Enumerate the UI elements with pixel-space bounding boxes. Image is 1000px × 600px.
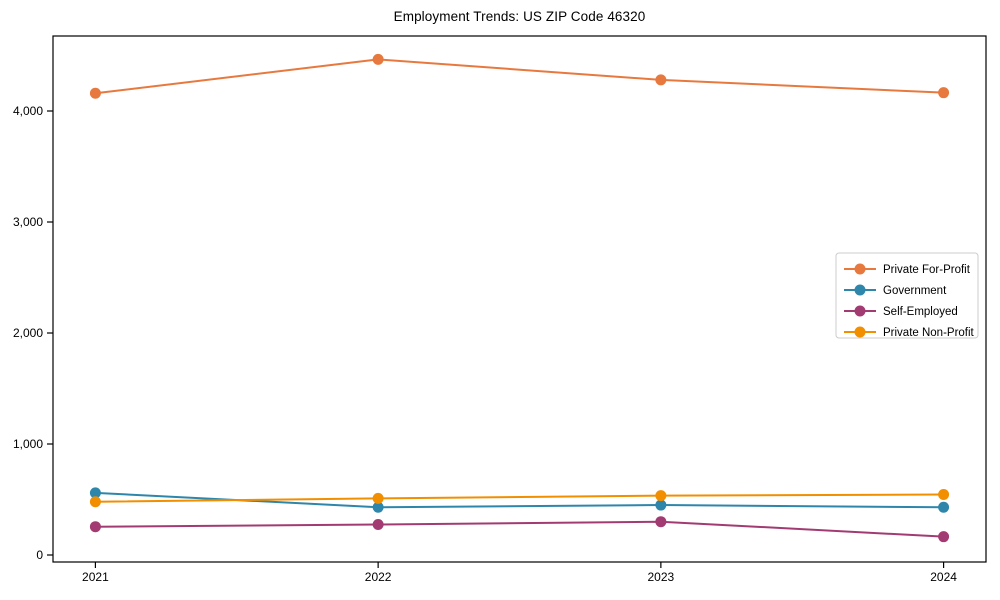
- data-point-private-non-profit-2022: [372, 492, 384, 504]
- y-tick-label: 0: [36, 548, 43, 562]
- data-point-private-non-profit-2024: [938, 489, 950, 501]
- x-tick-label: 2022: [365, 570, 392, 584]
- data-point-private-for-profit-2023: [655, 74, 667, 86]
- y-tick-label: 3,000: [13, 215, 43, 229]
- x-tick-label: 2023: [648, 570, 675, 584]
- chart-title: Employment Trends: US ZIP Code 46320: [393, 9, 646, 24]
- series-line-private-for-profit: [94, 58, 945, 95]
- data-point-private-for-profit-2024: [938, 87, 950, 99]
- data-point-self-employed-2022: [372, 518, 384, 530]
- legend-item-self-employed: Self-Employed: [844, 305, 958, 318]
- series-line-private-non-profit: [94, 493, 945, 503]
- legend-label: Self-Employed: [883, 306, 958, 318]
- legend-box: [835, 252, 979, 339]
- series-line-self-employed: [94, 520, 945, 538]
- x-tick-label: 2024: [930, 570, 957, 584]
- legend-item-government: Government: [844, 284, 947, 297]
- legend-item-private-for-profit: Private For-Profit: [844, 263, 971, 276]
- legend-item-private-non-profit: Private Non-Profit: [844, 326, 975, 339]
- series-self-employed: [89, 516, 950, 543]
- series-private-non-profit: [89, 489, 950, 508]
- data-point-private-for-profit-2021: [89, 87, 101, 99]
- data-point-government-2023: [655, 499, 667, 511]
- legend: Private For-Profit Government Self-Employe…: [835, 252, 979, 339]
- y-tick-label: 1,000: [13, 437, 43, 451]
- x-tick-label: 2021: [82, 570, 109, 584]
- data-point-self-employed-2023: [655, 516, 667, 528]
- legend-label: Government: [883, 285, 947, 297]
- legend-marker-icon: [854, 305, 866, 317]
- series-private-for-profit: [89, 53, 950, 99]
- legend-label: Private For-Profit: [883, 264, 971, 276]
- legend-marker-icon: [854, 263, 866, 275]
- data-point-private-for-profit-2022: [372, 53, 384, 65]
- data-point-private-non-profit-2023: [655, 490, 667, 502]
- data-point-government-2021: [89, 487, 101, 499]
- legend-marker-icon: [854, 284, 866, 296]
- data-point-self-employed-2021: [89, 521, 101, 533]
- data-point-self-employed-2024: [938, 531, 950, 543]
- plot-frame: [52, 35, 987, 563]
- data-point-private-non-profit-2021: [89, 496, 101, 508]
- y-tick-label: 2,000: [13, 326, 43, 340]
- data-point-government-2024: [938, 501, 950, 513]
- y-tick-label: 4,000: [13, 104, 43, 118]
- data-point-government-2022: [372, 501, 384, 513]
- legend-label: Private Non-Profit: [883, 327, 975, 339]
- legend-marker-icon: [854, 326, 866, 338]
